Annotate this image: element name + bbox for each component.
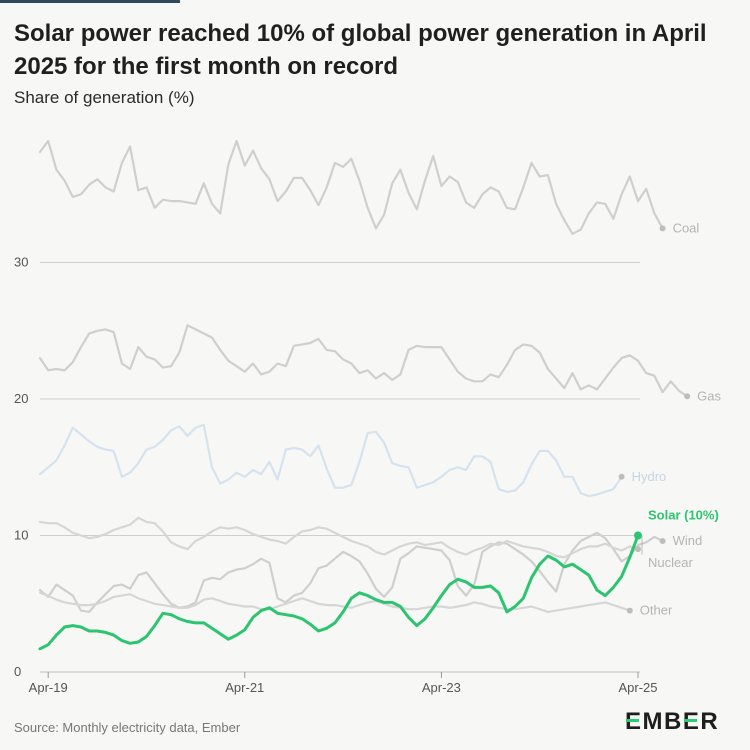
x-tick-label: Apr-25 [618,680,657,695]
source-note: Source: Monthly electricity data, Ember [14,720,241,735]
series-label-coal: Coal [673,220,700,235]
y-tick-label: 20 [14,391,28,406]
series-label-nuclear: Nuclear [648,555,693,570]
x-axis: Apr-19 Apr-21 Apr-23 Apr-25 [29,672,658,695]
x-tick-label: Apr-19 [29,680,68,695]
series-line-coal [38,139,664,235]
series-endpoint-hydro [618,473,625,480]
series-label-solar: Solar (10%) [648,508,719,523]
ember-logo: EMBER [625,708,720,735]
y-tick-label: 10 [14,528,28,543]
series-line-other [38,591,631,614]
series-endpoint-wind [659,537,666,544]
series-line-hydro [38,423,623,497]
series-line-gas [38,324,689,398]
chart-title: Solar power reached 10% of global power … [14,20,707,80]
series-label-hydro: Hydro [632,469,667,484]
y-tick-label: 0 [14,664,21,679]
x-tick-label: Apr-23 [422,680,461,695]
x-tick-label: Apr-21 [225,680,264,695]
series-endpoint-nuclear [635,546,641,553]
series-line-nuclear [38,516,640,559]
series-label-other: Other [640,603,673,618]
series-labels: Coal Gas Hydro Wind Nuclear Other Solar (10%) [618,220,721,618]
y-tick-label: 30 [14,255,28,270]
series-endpoint-solar [634,531,642,540]
series-line-wind [38,531,664,614]
series-label-wind: Wind [673,533,703,548]
accent-bar [0,0,180,3]
y-axis-label: Share of generation (%) [14,88,195,107]
series-line-solar [38,534,640,651]
series-endpoint-coal [659,225,666,232]
series-endpoint-gas [684,393,691,400]
series-lines [38,139,689,651]
series-endpoint-other [626,607,633,614]
series-label-gas: Gas [697,388,721,403]
